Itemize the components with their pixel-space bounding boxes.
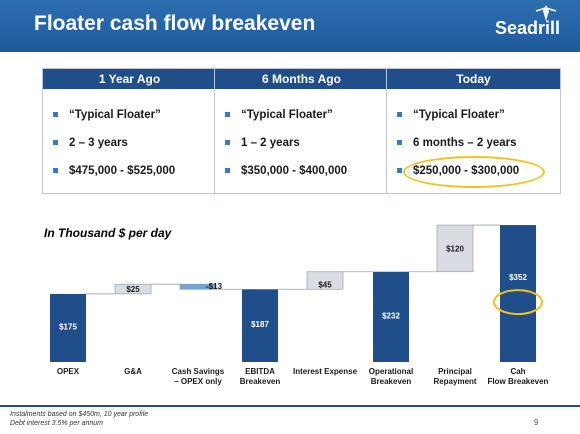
category-tick-label: Breakeven xyxy=(240,377,281,386)
category-tick-label: Cah xyxy=(510,367,525,376)
title-bar: Floater cash flow breakeven Seadrill xyxy=(0,0,580,52)
category-tick-label: G&A xyxy=(124,367,142,376)
bullet-icon xyxy=(397,168,402,173)
bullet-icon xyxy=(53,168,58,173)
page-number: 9 xyxy=(534,418,539,427)
footer-note: Debt interest 3.5% per annum xyxy=(10,420,103,427)
category-tick-label: Operational xyxy=(369,367,413,376)
delta-bar xyxy=(436,224,474,273)
data-label: $120 xyxy=(446,244,464,253)
total-bar xyxy=(242,289,278,362)
data-label: $232 xyxy=(382,312,400,321)
bullet-icon xyxy=(225,168,230,173)
data-label: $175 xyxy=(59,322,77,331)
category-tick-label: Principal xyxy=(438,367,472,376)
bullet-icon xyxy=(225,140,230,145)
bullet-icon xyxy=(53,140,58,145)
delta-bar xyxy=(179,283,217,290)
bullet-icon xyxy=(397,112,402,117)
category-tick-label: EBITDA xyxy=(245,367,275,376)
delta-bar xyxy=(306,271,344,290)
category-tick-label: OPEX xyxy=(57,367,80,376)
box-1-year-ago: 1 Year Ago “Typical Floater” 2 – 3 years… xyxy=(42,68,217,194)
slide-title: Floater cash flow breakeven xyxy=(34,12,316,35)
waterfall-chart: $175 OPEX $25 G&A -$13 Cash Savings– OPEX onl… xyxy=(50,224,549,386)
box-6-months-ago: 6 Months Ago “Typical Floater” 1 – 2 yea… xyxy=(214,68,389,194)
category-tick-label: – OPEX only xyxy=(174,377,222,386)
box-header: 6 Months Ago xyxy=(215,69,388,89)
category-tick-label: Flow Breakeven xyxy=(488,377,549,386)
data-label: $352 xyxy=(509,273,527,282)
total-bar xyxy=(373,271,409,362)
bullet-icon xyxy=(53,112,58,117)
data-label: $45 xyxy=(318,280,332,289)
footer-note: Instalments based on $450m, 10 year prof… xyxy=(10,411,149,418)
total-bar xyxy=(50,293,86,362)
data-label: $25 xyxy=(126,285,140,294)
highlight-oval xyxy=(493,289,543,316)
data-label: $187 xyxy=(251,320,269,329)
delta-bar xyxy=(114,283,152,295)
box-header: 1 Year Ago xyxy=(43,69,216,89)
category-tick-label: Repayment xyxy=(433,377,476,386)
bullet-icon xyxy=(225,112,230,117)
data-label: -$13 xyxy=(206,282,223,291)
footer-divider xyxy=(0,405,580,407)
seadrill-logo-icon xyxy=(535,5,557,21)
bullet-icon xyxy=(397,140,402,145)
category-tick-label: Breakeven xyxy=(371,377,412,386)
company-logo: Seadrill xyxy=(494,18,560,38)
category-tick-label: Cash Savings xyxy=(172,367,225,376)
box-today: Today “Typical Floater” 6 months – 2 yea… xyxy=(386,68,561,194)
category-tick-label: Interest Expense xyxy=(293,367,358,376)
total-bar xyxy=(500,225,536,362)
highlight-oval xyxy=(403,156,545,188)
box-header: Today xyxy=(387,69,560,89)
chart-subtitle: In Thousand $ per day xyxy=(44,226,172,240)
